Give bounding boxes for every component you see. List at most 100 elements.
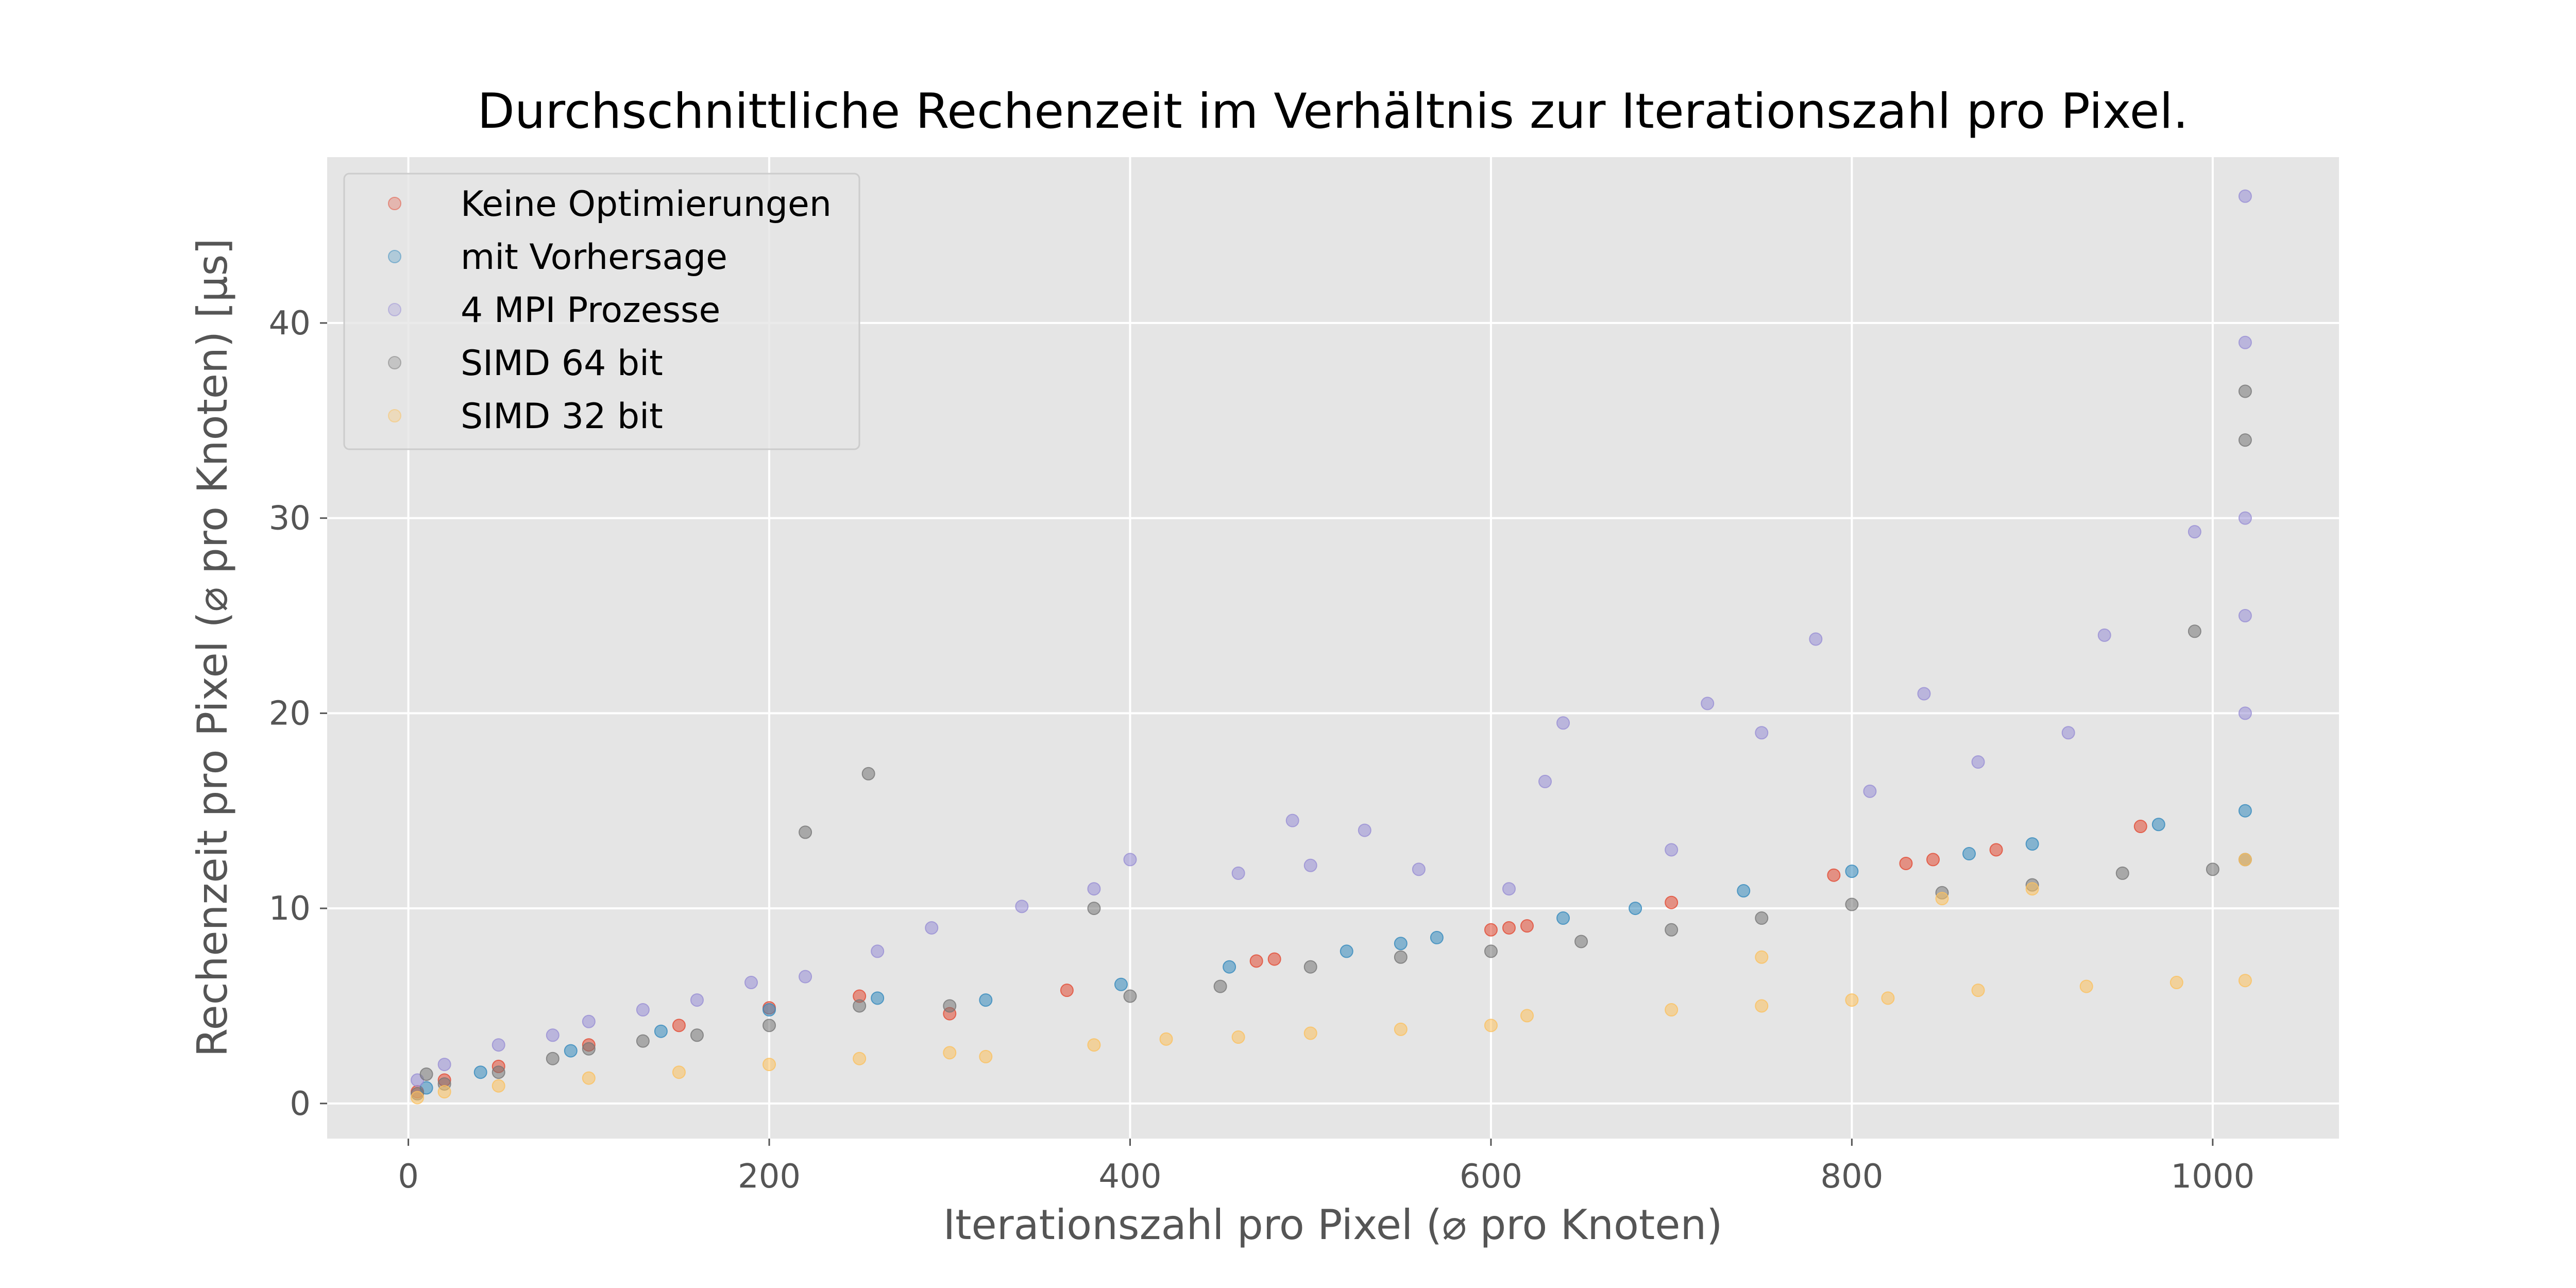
x-tick-label: 800	[1820, 1158, 1883, 1196]
axis-ticks: 0 200 400 600 800 1000 0 10 20 30 40	[269, 304, 2255, 1196]
point-4-mpi-prozesse	[1809, 632, 1823, 646]
point-simd-64-bit	[861, 767, 875, 781]
point-4-mpi-prozesse	[2097, 628, 2111, 642]
point-mit-vorhersage	[1962, 847, 1976, 861]
point-4-mpi-prozesse	[1863, 784, 1877, 798]
point-simd-32-bit	[1881, 991, 1895, 1005]
legend-label: Keine Optimierungen	[461, 184, 832, 225]
point-simd-64-bit	[2188, 624, 2201, 638]
point-simd-64-bit	[1574, 935, 1588, 948]
point-4-mpi-prozesse	[2188, 525, 2201, 539]
point-simd-32-bit	[1520, 1009, 1534, 1023]
chart-title: Durchschnittliche Rechenzeit im Verhältn…	[478, 83, 2189, 140]
point-simd-64-bit	[943, 999, 957, 1013]
point-4-mpi-prozesse	[1502, 882, 1516, 896]
point-keine-optimierungen	[672, 1019, 686, 1032]
legend-label: SIMD 32 bit	[461, 396, 663, 437]
point-mit-vorhersage	[1394, 937, 1408, 951]
point-simd-32-bit	[1231, 1030, 1245, 1044]
y-tick-label: 20	[269, 694, 311, 733]
point-4-mpi-prozesse	[1303, 858, 1317, 872]
point-4-mpi-prozesse	[2238, 189, 2252, 203]
point-simd-32-bit	[1755, 999, 1769, 1013]
point-4-mpi-prozesse	[1665, 843, 1679, 857]
point-mit-vorhersage	[654, 1024, 668, 1038]
legend-marker	[388, 197, 401, 210]
point-mit-vorhersage	[2238, 804, 2252, 818]
point-4-mpi-prozesse	[690, 993, 704, 1007]
point-4-mpi-prozesse	[2238, 706, 2252, 720]
point-mit-vorhersage	[1430, 930, 1444, 944]
y-tick-label: 30	[269, 500, 311, 538]
point-4-mpi-prozesse	[2061, 726, 2075, 740]
point-simd-32-bit	[1755, 950, 1769, 964]
point-mit-vorhersage	[1556, 911, 1570, 925]
point-simd-64-bit	[2206, 862, 2219, 876]
x-tick-label: 600	[1460, 1158, 1522, 1196]
point-4-mpi-prozesse	[1755, 726, 1769, 740]
legend-marker	[388, 356, 401, 369]
point-simd-32-bit	[1087, 1038, 1101, 1052]
point-4-mpi-prozesse	[799, 970, 812, 984]
point-simd-64-bit	[1394, 950, 1408, 964]
point-4-mpi-prozesse	[744, 976, 758, 990]
point-mit-vorhersage	[1223, 960, 1236, 974]
point-4-mpi-prozesse	[1971, 755, 1985, 769]
point-4-mpi-prozesse	[925, 921, 939, 935]
legend-label: mit Vorhersage	[461, 237, 727, 278]
point-simd-64-bit	[636, 1034, 650, 1048]
y-tick-label: 40	[269, 304, 311, 343]
point-4-mpi-prozesse	[1412, 862, 1426, 876]
point-4-mpi-prozesse	[2238, 335, 2252, 349]
legend-label: SIMD 64 bit	[461, 343, 663, 384]
point-simd-64-bit	[419, 1067, 433, 1081]
point-simd-64-bit	[1123, 989, 1137, 1003]
point-4-mpi-prozesse	[1917, 687, 1931, 701]
point-simd-32-bit	[582, 1071, 596, 1085]
point-4-mpi-prozesse	[582, 1014, 596, 1028]
point-4-mpi-prozesse	[1538, 774, 1552, 788]
point-simd-32-bit	[853, 1052, 867, 1065]
point-simd-32-bit	[1159, 1032, 1173, 1046]
legend-marker	[388, 250, 401, 263]
point-simd-32-bit	[2079, 979, 2093, 993]
point-simd-32-bit	[2170, 976, 2183, 990]
point-simd-32-bit	[1484, 1019, 1498, 1032]
legend-marker	[388, 409, 401, 422]
point-simd-32-bit	[1845, 993, 1859, 1007]
point-simd-32-bit	[492, 1079, 505, 1093]
point-4-mpi-prozesse	[437, 1058, 451, 1072]
point-keine-optimierungen	[1926, 853, 1940, 867]
point-4-mpi-prozesse	[1231, 866, 1245, 880]
point-simd-32-bit	[762, 1058, 776, 1072]
point-4-mpi-prozesse	[2238, 609, 2252, 623]
point-keine-optimierungen	[1484, 923, 1498, 937]
data-points	[411, 189, 2252, 1105]
point-keine-optimierungen	[1249, 954, 1263, 968]
point-simd-64-bit	[799, 825, 812, 839]
point-mit-vorhersage	[473, 1065, 487, 1079]
point-keine-optimierungen	[1060, 984, 1074, 997]
point-keine-optimierungen	[1520, 919, 1534, 933]
x-tick-label: 1000	[2171, 1158, 2255, 1196]
point-mit-vorhersage	[1845, 865, 1859, 878]
point-simd-32-bit	[1394, 1022, 1408, 1036]
point-simd-64-bit	[853, 999, 867, 1013]
point-4-mpi-prozesse	[1556, 716, 1570, 730]
point-simd-64-bit	[492, 1065, 505, 1079]
point-mit-vorhersage	[1340, 944, 1353, 958]
point-4-mpi-prozesse	[1015, 900, 1029, 913]
point-mit-vorhersage	[564, 1044, 578, 1058]
x-tick-label: 400	[1098, 1158, 1161, 1196]
grid	[327, 157, 2339, 1139]
point-simd-64-bit	[762, 1019, 776, 1032]
point-4-mpi-prozesse	[1285, 814, 1299, 827]
point-simd-64-bit	[1484, 944, 1498, 958]
point-simd-64-bit	[1087, 902, 1101, 916]
point-keine-optimierungen	[2133, 820, 2147, 834]
x-axis-label: Iterationszahl pro Pixel (⌀ pro Knoten)	[943, 1201, 1723, 1249]
y-axis-label: Rechenzeit pro Pixel (⌀ pro Knoten) [µs]	[189, 239, 236, 1057]
point-simd-64-bit	[2115, 866, 2129, 880]
point-4-mpi-prozesse	[1358, 823, 1371, 837]
